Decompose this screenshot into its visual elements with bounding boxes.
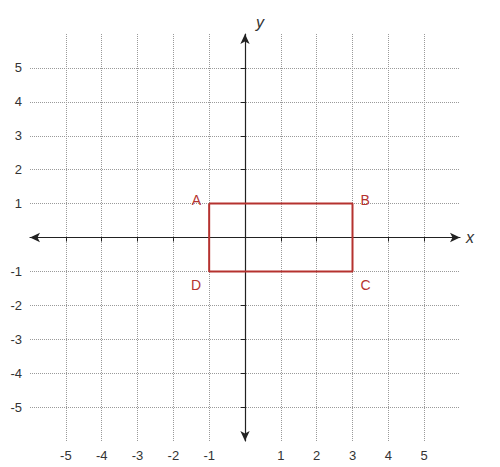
svg-text:-2: -2 xyxy=(168,448,180,463)
svg-text:D: D xyxy=(191,277,201,293)
svg-text:3: 3 xyxy=(15,128,22,143)
svg-text:-4: -4 xyxy=(96,448,108,463)
svg-text:2: 2 xyxy=(15,162,22,177)
svg-text:-5: -5 xyxy=(60,448,72,463)
svg-text:5: 5 xyxy=(421,448,428,463)
svg-text:y: y xyxy=(255,14,265,31)
svg-text:x: x xyxy=(465,229,475,246)
svg-text:-3: -3 xyxy=(132,448,144,463)
svg-text:2: 2 xyxy=(313,448,320,463)
svg-text:1: 1 xyxy=(277,448,284,463)
svg-text:A: A xyxy=(192,192,202,208)
svg-text:B: B xyxy=(361,192,370,208)
svg-text:-1: -1 xyxy=(203,448,215,463)
svg-text:C: C xyxy=(361,277,371,293)
svg-text:4: 4 xyxy=(15,94,22,109)
svg-text:-5: -5 xyxy=(10,400,22,415)
svg-text:-4: -4 xyxy=(10,366,22,381)
svg-text:-3: -3 xyxy=(10,332,22,347)
svg-text:4: 4 xyxy=(385,448,392,463)
svg-text:5: 5 xyxy=(15,60,22,75)
svg-text:3: 3 xyxy=(349,448,356,463)
svg-text:-2: -2 xyxy=(10,298,22,313)
svg-text:-1: -1 xyxy=(10,264,22,279)
svg-text:1: 1 xyxy=(15,196,22,211)
